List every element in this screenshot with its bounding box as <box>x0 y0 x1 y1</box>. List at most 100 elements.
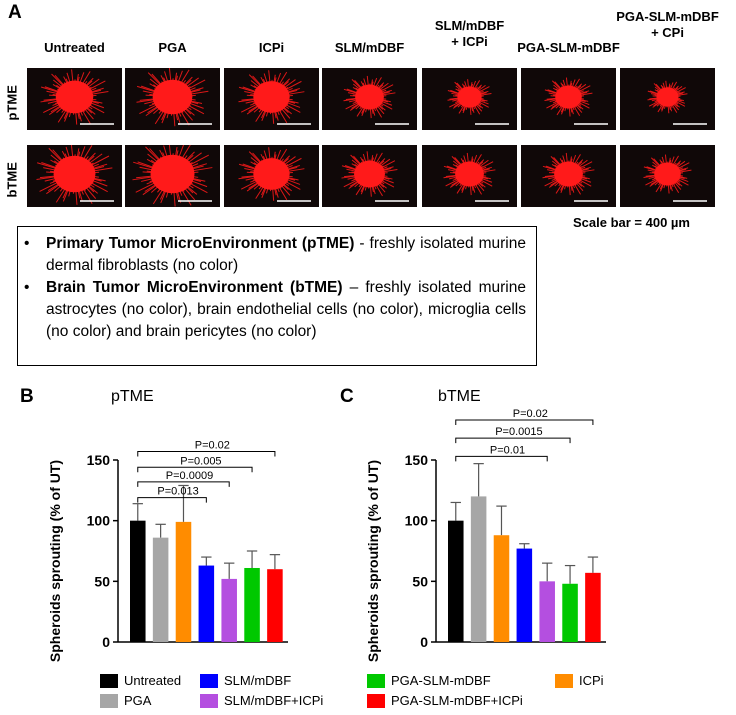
note-ptme: Primary Tumor MicroEnvironment (pTME) - … <box>24 233 526 277</box>
micrograph-ptme-1 <box>125 68 220 130</box>
micrograph-btme-1 <box>125 145 220 207</box>
significance-bracket-3 <box>137 451 276 457</box>
spheroid-image <box>544 77 608 125</box>
micrograph-ptme-4 <box>422 68 517 130</box>
y-tick-label-150: 150 <box>405 452 429 468</box>
legend-label: PGA-SLM-mDBF <box>391 673 491 688</box>
bar-slm-mdbf-icpi <box>221 578 237 642</box>
bar-icpi <box>175 521 192 642</box>
spheroid-image <box>643 154 707 202</box>
legend-swatch <box>555 673 573 688</box>
micrograph-btme-0 <box>27 145 122 207</box>
micrograph-ptme-2 <box>224 68 319 130</box>
spheroid-image <box>343 75 409 125</box>
row-header-btme: bTME <box>4 162 20 198</box>
y-tick-label-100: 100 <box>87 513 111 529</box>
column-header-0: Untreated <box>44 40 105 55</box>
tme-legend-box: Primary Tumor MicroEnvironment (pTME) - … <box>17 226 537 366</box>
significance-bracket-1 <box>137 481 230 487</box>
column-header-4: SLM/mDBF + ICPi <box>434 18 505 49</box>
bar-slm-mdbf <box>198 565 215 642</box>
legend-swatch <box>367 673 385 688</box>
micrograph-btme-2 <box>224 145 319 207</box>
spheroid-image <box>136 68 212 127</box>
panel-a-letter: A <box>8 2 22 23</box>
legend-item-pga-slm-mdbf: PGA-SLM-mDBF <box>367 673 491 688</box>
micrograph-ptme-6 <box>620 68 715 130</box>
bar-slm-mdbf-icpi <box>539 581 555 642</box>
legend-label: Untreated <box>124 673 182 688</box>
y-tick-label-0: 0 <box>420 634 428 650</box>
spheroid-image <box>542 152 608 202</box>
y-tick-label-100: 100 <box>405 513 429 529</box>
bar-untreated <box>448 520 464 642</box>
spheroid-image <box>341 151 409 202</box>
legend-swatch <box>100 693 118 708</box>
bar-pga-slm-mdbf-icpi <box>585 572 601 642</box>
legend-label: PGA <box>124 693 152 708</box>
micrograph-ptme-5 <box>521 68 616 130</box>
y-tick-label-50: 50 <box>94 573 110 589</box>
panel-b-letter: B <box>20 386 34 407</box>
legend-label: SLM/mDBF+ICPi <box>224 693 324 708</box>
p-value-label-1: P=0.0015 <box>495 426 542 438</box>
spheroid-image <box>40 69 114 125</box>
y-axis-label: Spheroids sprouting (% of UT) <box>47 460 63 662</box>
micrograph-btme-3 <box>322 145 417 207</box>
legend-swatch <box>100 673 118 688</box>
legend-item-pga-slm-mdbf-icpi: PGA-SLM-mDBF+ICPi <box>367 693 523 708</box>
spheroid-image <box>132 145 213 207</box>
p-value-label-0: P=0.013 <box>157 486 198 498</box>
bar-pga-slm-mdbf <box>562 583 578 642</box>
micrograph-ptme-0 <box>27 68 122 130</box>
legend-label: SLM/mDBF <box>224 673 292 688</box>
y-tick-label-150: 150 <box>87 452 111 468</box>
column-header-5: PGA-SLM-mDBF <box>517 40 620 55</box>
chart-c-btme: Spheroids sprouting (% of UT) 0 50 100 150 P=… <box>365 408 606 662</box>
p-value-label-0: P=0.01 <box>490 444 525 456</box>
legend-label: PGA-SLM-mDBF+ICPi <box>391 693 523 708</box>
significance-bracket-1 <box>455 437 571 444</box>
chart-b-title: pTME <box>111 388 154 405</box>
spheroid-image <box>238 70 311 125</box>
column-header-2: ICPi <box>258 40 285 55</box>
spheroid-image <box>238 147 311 202</box>
legend-item-untreated: Untreated <box>100 673 181 688</box>
legend-swatch <box>367 693 385 708</box>
chart-c-title: bTME <box>438 388 481 405</box>
bar-slm-mdbf <box>516 548 533 642</box>
note-btme-text: – freshly isolated murine astrocytes (no… <box>46 279 526 340</box>
legend-item-pga: PGA <box>100 693 151 708</box>
spheroid-image <box>443 152 509 202</box>
p-value-label-2: P=0.02 <box>513 408 548 420</box>
legend-item-slm-mdbf: SLM/mDBF <box>200 673 291 688</box>
legend-item-icpi: ICPi <box>555 673 604 688</box>
significance-bracket-0 <box>137 497 207 503</box>
bar-icpi <box>493 535 510 642</box>
legend-swatch <box>200 693 218 708</box>
p-value-label-1: P=0.0009 <box>166 470 213 482</box>
y-tick-label-0: 0 <box>102 634 110 650</box>
bar-pga <box>470 496 487 642</box>
row-header-ptme: pTME <box>4 85 20 121</box>
scale-bar-caption: Scale bar = 400 µm <box>573 215 690 230</box>
y-axis-label: Spheroids sprouting (% of UT) <box>365 460 381 662</box>
bar-pga-slm-mdbf-icpi <box>267 569 283 642</box>
note-btme: Brain Tumor MicroEnvironment (bTME) – fr… <box>24 277 526 343</box>
note-ptme-text: - freshly isolated murine dermal fibrobl… <box>46 235 526 274</box>
micrograph-ptme-3 <box>322 68 417 130</box>
spheroid-image <box>447 79 509 125</box>
micrograph-btme-4 <box>422 145 517 207</box>
bar-pga-slm-mdbf <box>244 567 260 642</box>
p-value-label-3: P=0.02 <box>195 440 230 452</box>
note-ptme-title: Primary Tumor MicroEnvironment (pTME) <box>46 235 355 252</box>
significance-bracket-0 <box>455 455 548 462</box>
y-tick-label-50: 50 <box>412 573 428 589</box>
legend-item-slm-mdbf-icpi: SLM/mDBF+ICPi <box>200 693 323 708</box>
significance-bracket-2 <box>137 466 253 473</box>
legend-label: ICPi <box>579 673 604 688</box>
column-header-1: PGA <box>158 40 187 55</box>
p-value-label-2: P=0.005 <box>180 455 221 467</box>
significance-bracket-2 <box>455 419 594 425</box>
panel-c-letter: C <box>340 386 354 407</box>
